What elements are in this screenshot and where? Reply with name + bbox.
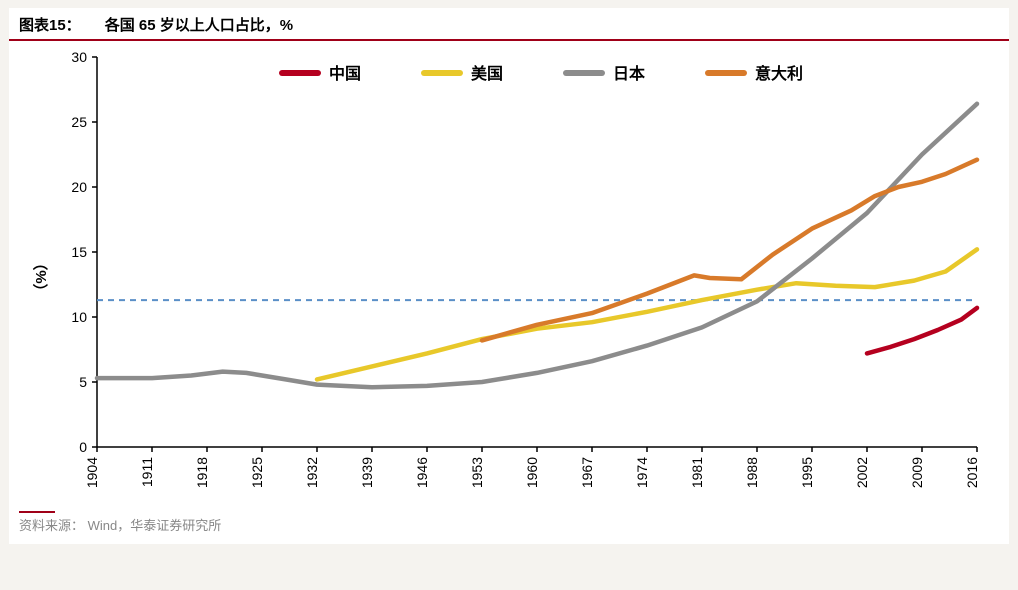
figure-title: 各国 65 岁以上人口占比，% (105, 14, 293, 35)
x-tick-label: 1918 (194, 457, 210, 488)
legend-label: 中国 (329, 64, 361, 83)
source-row: 资料来源： Wind，华泰证券研究所 (9, 513, 1009, 540)
chart-area: （%） 0 5 10 15 20 25 30 1904 1911 1918 1925 1932 1939… (19, 47, 999, 507)
header-divider (9, 39, 1009, 41)
source-label: 资料来源： (19, 518, 84, 533)
x-tick-label: 1946 (414, 457, 430, 488)
x-tick-label: 1939 (359, 457, 375, 488)
series-line (317, 249, 977, 379)
x-tick-label: 1911 (139, 457, 155, 487)
y-tick-label: 25 (71, 114, 87, 130)
x-tick-label: 1974 (634, 457, 650, 488)
x-tick-label: 2009 (909, 457, 925, 488)
x-tick-label: 1995 (799, 457, 815, 488)
y-tick-label: 15 (71, 244, 87, 260)
y-tick-label: 10 (71, 309, 87, 325)
x-tick-label: 1988 (744, 457, 760, 488)
x-tick-label: 1953 (469, 457, 485, 488)
chart-header: 图表15： 各国 65 岁以上人口占比，% (9, 8, 1009, 39)
series-line (97, 104, 977, 387)
legend-label: 美国 (471, 64, 503, 83)
x-tick-label: 1960 (524, 457, 540, 488)
legend-marker (705, 70, 747, 76)
legend-marker (421, 70, 463, 76)
legend-label: 意大利 (755, 64, 803, 83)
x-tick-label: 1925 (249, 457, 265, 488)
figure-label: 图表15： (19, 14, 81, 35)
series-line (867, 308, 977, 354)
y-tick-label: 0 (79, 439, 87, 455)
y-tick-label: 30 (71, 49, 87, 65)
x-tick-label: 1932 (304, 457, 320, 488)
x-tick-label: 2002 (854, 457, 870, 488)
legend-marker (563, 70, 605, 76)
y-tick-label: 5 (79, 374, 87, 390)
x-tick-label: 2016 (964, 457, 980, 488)
source-text: Wind，华泰证券研究所 (88, 518, 222, 533)
line-chart: 0 5 10 15 20 25 30 1904 1911 1918 1925 1932 1939 1946… (19, 47, 999, 507)
legend-label: 日本 (613, 64, 645, 83)
x-tick-label: 1981 (689, 457, 705, 488)
y-tick-label: 20 (71, 179, 87, 195)
legend-marker (279, 70, 321, 76)
x-tick-label: 1904 (84, 457, 100, 488)
x-tick-label: 1967 (579, 457, 595, 488)
y-axis-title: （%） (30, 255, 51, 298)
